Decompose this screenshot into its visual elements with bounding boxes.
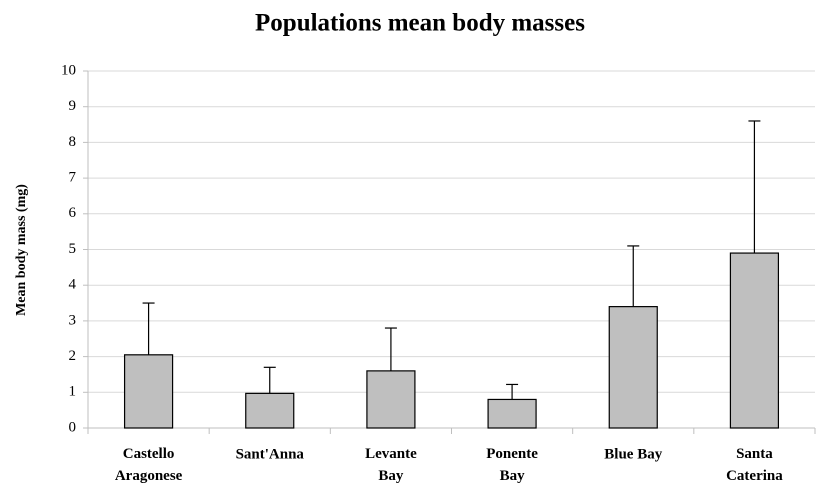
y-axis-label: Mean body mass (mg) (14, 184, 29, 316)
bar (366, 370, 416, 429)
y-tick-label: 3 (69, 312, 77, 328)
bar (123, 354, 174, 429)
y-tick-label: 8 (69, 134, 77, 150)
bar (608, 306, 658, 429)
y-tick-label: 7 (69, 170, 77, 186)
y-tick-label: 9 (69, 98, 77, 114)
x-tick-label: Levante Bay (365, 446, 417, 484)
x-tick-label: Santa Caterina (726, 446, 783, 484)
chart-title: Populations mean body masses (255, 10, 585, 37)
bar (245, 392, 295, 429)
x-tick-label: Blue Bay (604, 446, 662, 462)
y-tick-label: 6 (69, 205, 77, 221)
y-tick-label: 4 (69, 277, 77, 293)
y-tick-label: 10 (61, 62, 76, 78)
y-tick-label: 1 (69, 384, 77, 400)
x-tick-label: Castello Aragonese (115, 446, 183, 484)
y-tick-label: 2 (69, 348, 77, 364)
y-tick-label: 5 (69, 241, 77, 257)
bar (729, 252, 780, 429)
x-tick-label: Sant'Anna (236, 446, 305, 462)
x-tick-label: Ponente Bay (486, 446, 538, 484)
bar (487, 398, 537, 429)
y-tick-label: 0 (69, 419, 77, 435)
